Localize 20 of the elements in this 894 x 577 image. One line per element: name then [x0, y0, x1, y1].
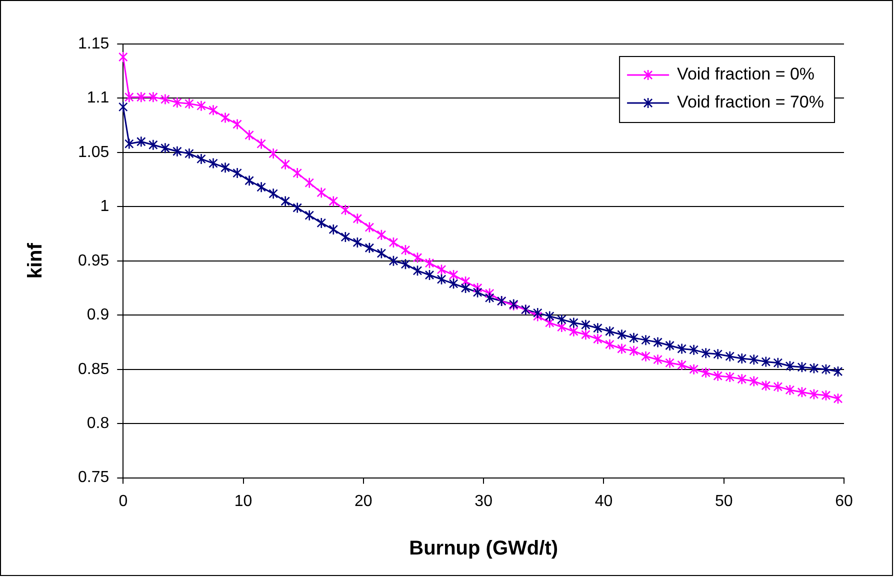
- x-tick-label: 30: [474, 492, 493, 510]
- y-tick-label: 1: [100, 198, 110, 216]
- y-tick-label: 0.85: [78, 360, 110, 378]
- x-axis-title: Burnup (GWd/t): [409, 538, 558, 560]
- legend-label: Void fraction = 70%: [677, 92, 824, 112]
- x-tick-label: 40: [594, 492, 613, 510]
- y-tick-label: 0.8: [86, 414, 110, 432]
- x-tick-label: 10: [234, 492, 252, 510]
- x-tick-label: 0: [118, 492, 128, 510]
- y-axis-title: kinf: [24, 242, 47, 279]
- x-tick-label: 50: [714, 492, 733, 510]
- x-tick-label: 20: [354, 492, 372, 510]
- x-tick-label: 60: [835, 492, 853, 510]
- legend-label: Void fraction = 0%: [677, 64, 815, 84]
- y-tick-label: 1.15: [78, 35, 110, 52]
- y-tick-label: 1.1: [86, 90, 110, 107]
- y-tick-label: 0.9: [86, 306, 110, 324]
- y-tick-label: 1.05: [78, 144, 110, 161]
- y-tick-label: 0.75: [78, 469, 110, 486]
- y-tick-label: 0.95: [78, 252, 110, 270]
